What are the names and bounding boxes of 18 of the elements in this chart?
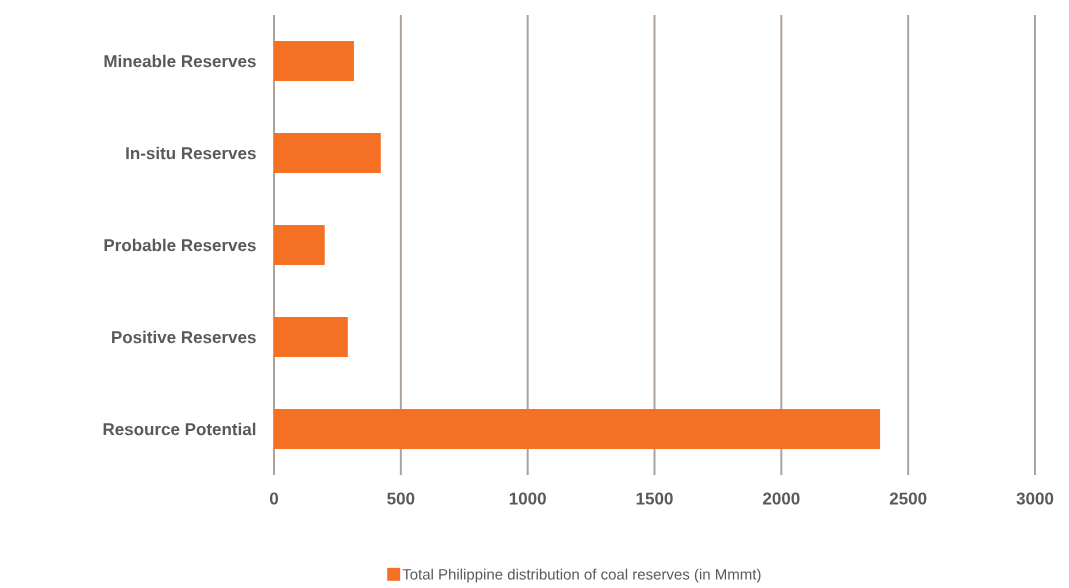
x-tick-label: 0 [269, 492, 279, 505]
y-tick-label: Mineable Reserves [104, 54, 256, 68]
x-tick-label: 3000 [1016, 492, 1054, 505]
y-tick-label: Positive Reserves [112, 330, 256, 344]
y-tick-label: In-situ Reserves [126, 146, 256, 160]
x-tick-label: 2500 [889, 492, 927, 505]
x-tick-label: 500 [387, 492, 415, 505]
x-tick-label: 1000 [509, 492, 546, 505]
bar [274, 408, 881, 449]
bar [274, 316, 348, 357]
x-tick-label: 1500 [636, 492, 673, 505]
legend-label: Total Philippine distribution of coal reserves (in Mmmt) [402, 568, 761, 583]
x-tick-label: 2000 [763, 492, 800, 505]
y-tick-label: Resource Potential [103, 422, 256, 436]
y-tick-label: Probable Reserves [104, 238, 256, 252]
bar [274, 41, 354, 81]
bar [274, 225, 325, 265]
bar [274, 133, 381, 173]
